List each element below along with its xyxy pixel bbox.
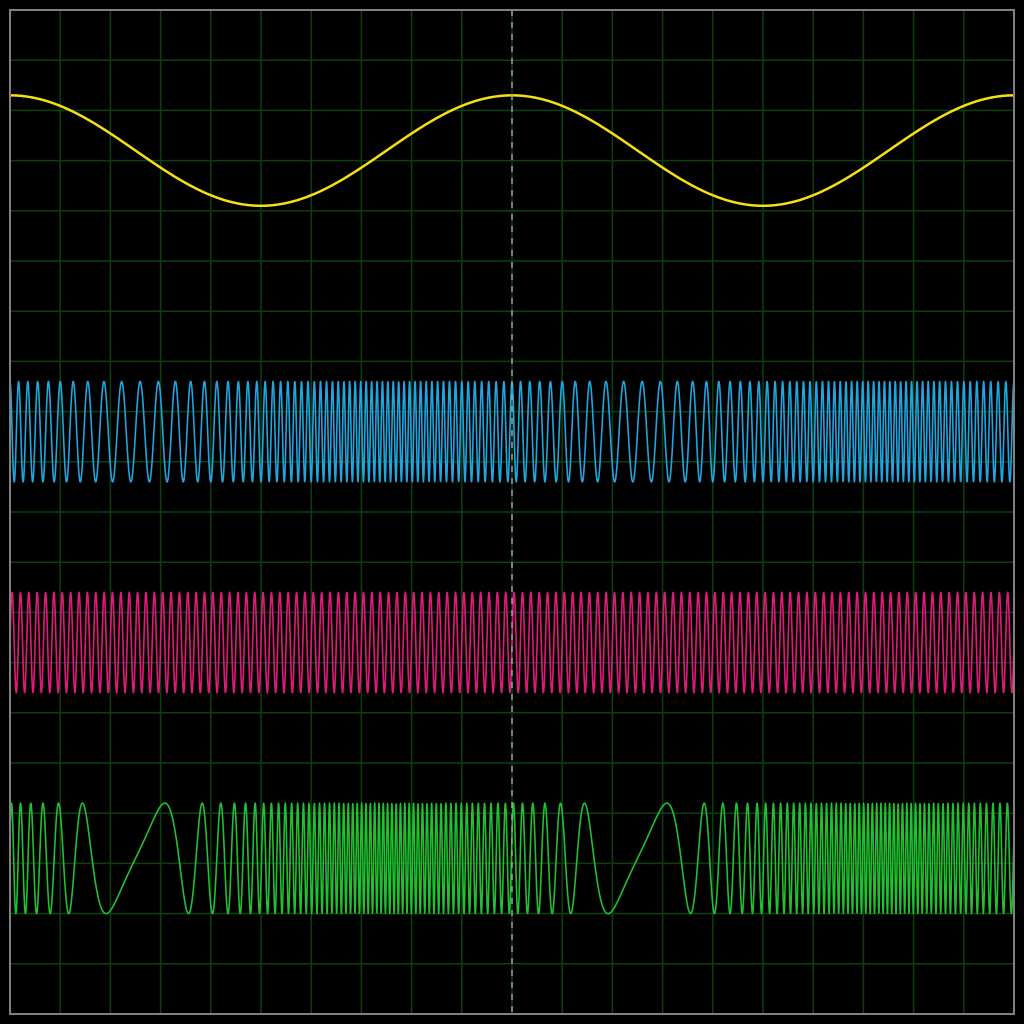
- oscilloscope-display: [0, 0, 1024, 1024]
- oscilloscope-svg: [0, 0, 1024, 1024]
